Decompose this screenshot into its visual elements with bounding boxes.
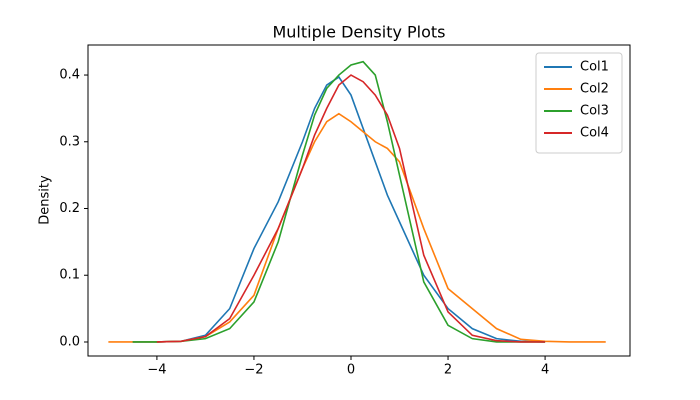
x-tick-label: −4 xyxy=(147,363,166,378)
legend-box xyxy=(535,52,623,154)
x-tick-label: 4 xyxy=(541,363,549,378)
chart-title: Multiple Density Plots xyxy=(272,23,445,42)
line xyxy=(156,74,546,343)
y-tick-label: 0.2 xyxy=(59,201,80,216)
line xyxy=(108,112,606,343)
x-tick-label: −2 xyxy=(244,363,263,378)
line xyxy=(132,75,546,343)
legend-label: Col4 xyxy=(580,126,609,141)
legend-label: Col1 xyxy=(580,60,609,75)
line xyxy=(132,60,546,343)
legend-label: Col3 xyxy=(580,104,609,119)
y-tick-label: 0.1 xyxy=(59,268,80,283)
y-axis-label: Density xyxy=(38,175,53,225)
legend-label: Col2 xyxy=(580,82,609,97)
plot-frame xyxy=(87,44,631,357)
y-tick-label: 0.3 xyxy=(59,134,80,149)
y-tick-label: 0.4 xyxy=(59,68,80,83)
x-tick-label: 2 xyxy=(444,363,452,378)
x-tick-label: 0 xyxy=(347,363,355,378)
y-tick-label: 0.0 xyxy=(59,334,80,349)
